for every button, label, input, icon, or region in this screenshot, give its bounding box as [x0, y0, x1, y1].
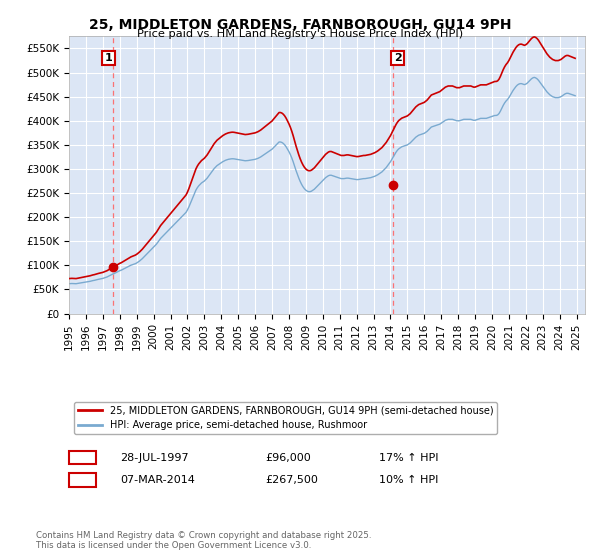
Text: 2: 2: [79, 473, 86, 487]
Text: 2: 2: [394, 53, 401, 63]
Text: £267,500: £267,500: [265, 475, 318, 485]
FancyBboxPatch shape: [69, 451, 96, 464]
FancyBboxPatch shape: [69, 473, 96, 487]
Text: 1: 1: [104, 53, 112, 63]
Text: 25, MIDDLETON GARDENS, FARNBOROUGH, GU14 9PH: 25, MIDDLETON GARDENS, FARNBOROUGH, GU14…: [89, 18, 511, 32]
Text: Price paid vs. HM Land Registry's House Price Index (HPI): Price paid vs. HM Land Registry's House …: [137, 29, 463, 39]
Text: 10% ↑ HPI: 10% ↑ HPI: [379, 475, 438, 485]
Legend: 25, MIDDLETON GARDENS, FARNBOROUGH, GU14 9PH (semi-detached house), HPI: Average: 25, MIDDLETON GARDENS, FARNBOROUGH, GU14…: [74, 402, 497, 434]
Text: Contains HM Land Registry data © Crown copyright and database right 2025.
This d: Contains HM Land Registry data © Crown c…: [36, 530, 371, 550]
Text: 28-JUL-1997: 28-JUL-1997: [121, 452, 189, 463]
Text: 17% ↑ HPI: 17% ↑ HPI: [379, 452, 438, 463]
Text: £96,000: £96,000: [265, 452, 311, 463]
Text: 07-MAR-2014: 07-MAR-2014: [121, 475, 196, 485]
Text: 1: 1: [79, 451, 86, 464]
